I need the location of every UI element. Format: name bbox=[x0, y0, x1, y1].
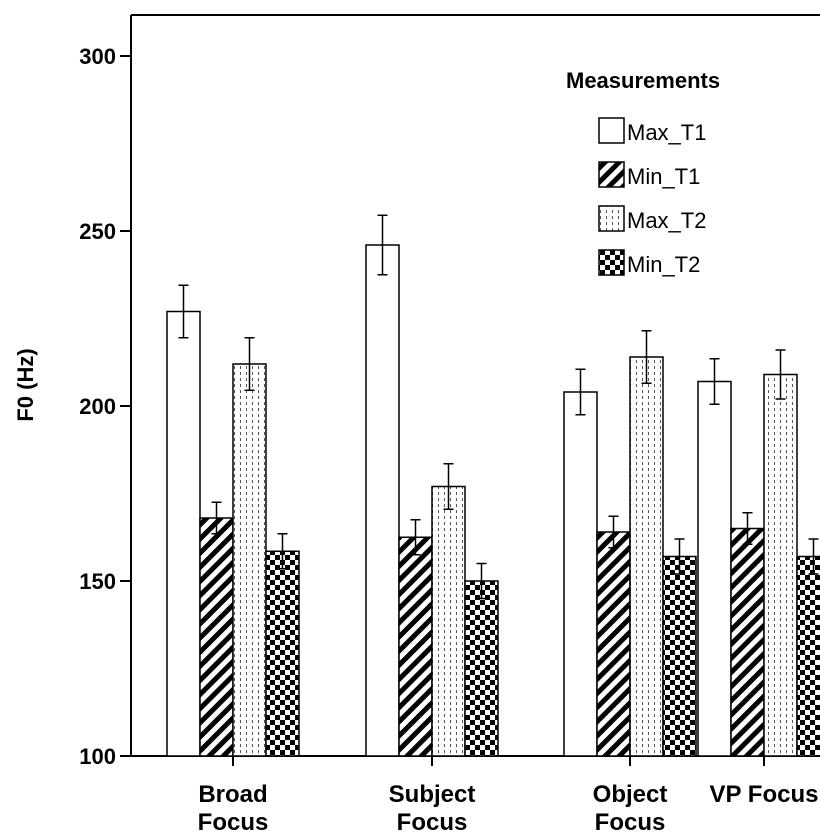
bar-min-t2 bbox=[662, 555, 697, 757]
error-bar bbox=[244, 337, 255, 391]
bar-min-t2 bbox=[464, 580, 499, 757]
legend-swatch bbox=[598, 249, 625, 276]
x-category-label: Broad bbox=[198, 781, 267, 808]
x-category-label: Object bbox=[593, 781, 668, 808]
bar-max-t1 bbox=[563, 391, 598, 757]
error-bar bbox=[377, 214, 388, 276]
error-bar bbox=[178, 284, 189, 339]
x-category-label: Focus bbox=[198, 809, 269, 834]
y-tick-label: 200 bbox=[79, 394, 116, 419]
bar-max-t1 bbox=[697, 380, 732, 757]
legend-swatch bbox=[598, 117, 625, 144]
legend-swatch bbox=[598, 205, 625, 232]
bar-min-t1 bbox=[596, 531, 631, 757]
legend: Measurements Max_T1 Min_T1 Max_T2 Min_T2 bbox=[566, 68, 720, 277]
bar-min-t2 bbox=[265, 550, 300, 757]
y-tick-label: 150 bbox=[79, 569, 116, 594]
bar-min-t1 bbox=[398, 536, 433, 757]
legend-label: Min_T1 bbox=[627, 164, 700, 189]
bars bbox=[166, 244, 820, 757]
legend-title: Measurements bbox=[566, 68, 720, 93]
y-tick-label: 100 bbox=[79, 744, 116, 769]
x-category-label: Focus bbox=[397, 809, 468, 834]
error-bar bbox=[211, 501, 222, 535]
x-category-label: Subject bbox=[389, 781, 476, 808]
error-bar bbox=[808, 538, 819, 575]
error-bar bbox=[476, 562, 487, 600]
legend-label: Min_T2 bbox=[627, 252, 700, 277]
bar-max-t1 bbox=[166, 310, 201, 757]
y-tick-label: 300 bbox=[79, 44, 116, 69]
y-axis-label: F0 (Hz) bbox=[13, 348, 38, 421]
bar-max-t2 bbox=[431, 485, 466, 757]
x-category-label: VP Focus bbox=[710, 781, 819, 808]
legend-swatch bbox=[598, 161, 625, 188]
error-bar bbox=[608, 515, 619, 549]
error-bar bbox=[674, 538, 685, 575]
error-bar bbox=[641, 330, 652, 384]
bar-min-t2 bbox=[796, 555, 820, 757]
error-bar bbox=[277, 533, 288, 570]
error-bar bbox=[410, 519, 421, 556]
legend-label: Max_T1 bbox=[627, 120, 706, 145]
error-bar bbox=[575, 368, 586, 416]
bar-min-t1 bbox=[730, 527, 765, 757]
x-category-label: Focus bbox=[595, 809, 666, 834]
error-bar bbox=[742, 512, 753, 545]
bar-max-t2 bbox=[763, 373, 798, 757]
bar-max-t1 bbox=[365, 244, 400, 757]
legend-label: Max_T2 bbox=[627, 208, 706, 233]
y-tick-label: 250 bbox=[79, 219, 116, 244]
error-bar bbox=[775, 349, 786, 400]
y-ticks: 100 150 200 250 300 bbox=[79, 44, 131, 769]
bar-max-t2 bbox=[629, 356, 664, 757]
bar-max-t2 bbox=[232, 363, 267, 757]
error-bar bbox=[443, 463, 454, 510]
error-bars bbox=[178, 214, 819, 600]
bar-min-t1 bbox=[199, 517, 234, 757]
error-bar bbox=[709, 358, 720, 405]
